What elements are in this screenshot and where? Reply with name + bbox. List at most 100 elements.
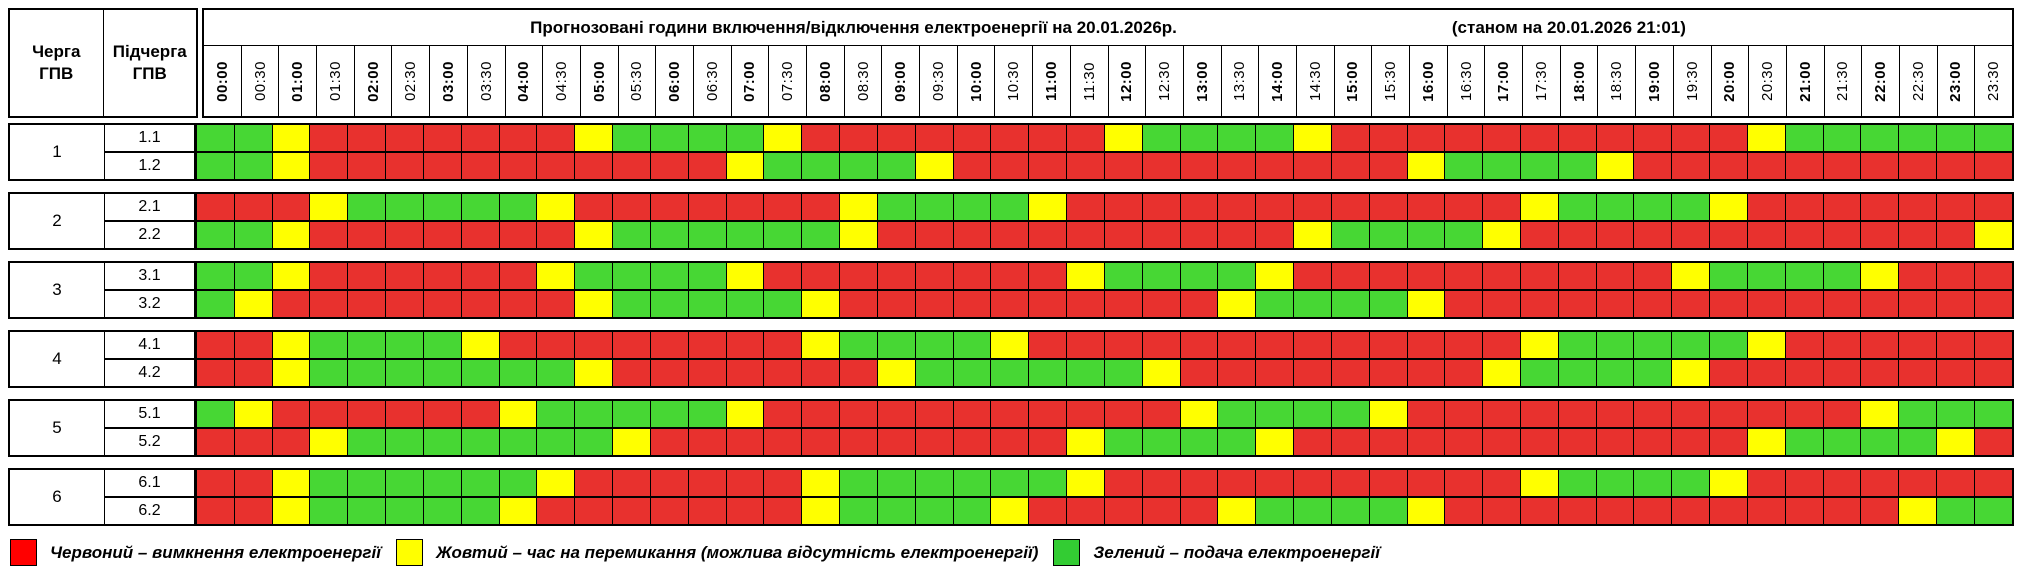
- slot-cell-on: [764, 291, 803, 317]
- slot-cell-on: [348, 332, 387, 358]
- slot-cell-off: [1483, 291, 1521, 317]
- slot-cell-on: [310, 498, 349, 524]
- slot-cell-off: [1974, 153, 2012, 179]
- slot-cell-off: [234, 194, 273, 220]
- time-label: 23:00: [1938, 46, 1976, 116]
- slot-cell-off: [1823, 222, 1862, 248]
- slot-cell-on: [1029, 470, 1068, 496]
- slot-cell-off: [1861, 194, 1900, 220]
- slot-cell-on: [877, 332, 916, 358]
- legend-item-red: Червоний – вимкнення електроенергії: [10, 539, 381, 566]
- time-label: 03:30: [468, 46, 506, 116]
- slot-cell-off: [650, 429, 689, 455]
- slot-cell-off: [1369, 332, 1408, 358]
- slot-cell-switching: [461, 332, 500, 358]
- slot-cell-switching: [764, 125, 803, 151]
- slot-cell-off: [1029, 291, 1068, 317]
- slot-cell-off: [499, 125, 538, 151]
- slot-cell-off: [1294, 194, 1332, 220]
- slot-cell-on: [1596, 194, 1635, 220]
- slot-cell-on: [1899, 429, 1938, 455]
- slot-cell-off: [1369, 263, 1408, 289]
- slot-cell-switching: [802, 291, 841, 317]
- slot-cell-off: [1861, 470, 1900, 496]
- slot-cell-off: [234, 470, 273, 496]
- slot-row-5.1: [197, 401, 2012, 429]
- slot-cell-on: [726, 222, 765, 248]
- slot-cell-off: [877, 401, 916, 427]
- time-label: 09:30: [920, 46, 958, 116]
- slot-cell-on: [310, 470, 349, 496]
- slot-cell-off: [613, 360, 651, 386]
- slot-cell-off: [1180, 153, 1219, 179]
- slot-cell-off: [1067, 291, 1105, 317]
- slot-cell-on: [575, 401, 614, 427]
- slot-cell-off: [1104, 222, 1143, 248]
- slot-cell-off: [1937, 263, 1975, 289]
- slot-cell-switching: [1407, 498, 1446, 524]
- slot-cell-off: [613, 470, 651, 496]
- queue-number: 5: [10, 401, 105, 455]
- queue-number: 6: [10, 470, 105, 524]
- slot-cell-off: [1899, 194, 1938, 220]
- slot-cell-off: [840, 429, 878, 455]
- slot-cell-off: [764, 194, 803, 220]
- green-swatch: [1053, 539, 1081, 566]
- slot-cell-off: [1331, 263, 1370, 289]
- slot-cell-on: [461, 429, 500, 455]
- slot-cell-off: [348, 263, 387, 289]
- slot-cell-off: [1067, 125, 1105, 151]
- slot-cell-off: [840, 263, 878, 289]
- slot-cell-off: [310, 291, 349, 317]
- slot-cell-off: [688, 332, 727, 358]
- slot-cell-off: [423, 125, 462, 151]
- slot-cell-off: [1067, 498, 1105, 524]
- time-label: 22:00: [1862, 46, 1900, 116]
- queue-column-header: Черга ГПВ: [10, 10, 104, 116]
- slot-cell-on: [197, 125, 235, 151]
- slot-cell-off: [688, 470, 727, 496]
- slot-cell-switching: [1747, 429, 1786, 455]
- time-label: 15:30: [1372, 46, 1410, 116]
- slot-cell-off: [1067, 194, 1105, 220]
- time-label: 11:00: [1033, 46, 1071, 116]
- slot-cell-off: [1861, 360, 1900, 386]
- slot-cell-off: [1785, 332, 1824, 358]
- slot-cell-off: [197, 498, 235, 524]
- slot-cell-on: [1596, 360, 1635, 386]
- time-label: 02:30: [392, 46, 431, 116]
- slot-cell-on: [726, 291, 765, 317]
- slot-cell-switching: [1256, 429, 1295, 455]
- slot-cell-on: [197, 291, 235, 317]
- slot-cell-off: [1029, 222, 1068, 248]
- slot-cell-on: [1407, 222, 1446, 248]
- time-label: 15:00: [1335, 46, 1373, 116]
- slot-cell-off: [1029, 153, 1068, 179]
- slot-cell-off: [1369, 153, 1408, 179]
- slot-cell-off: [423, 263, 462, 289]
- slot-cell-off: [877, 291, 916, 317]
- subqueue-label: 6.1: [105, 470, 194, 498]
- time-label: 19:30: [1674, 46, 1712, 116]
- slot-cell-switching: [234, 401, 273, 427]
- slot-cell-off: [1937, 332, 1975, 358]
- slot-cell-on: [1823, 125, 1862, 151]
- slot-cell-switching: [537, 263, 576, 289]
- slot-cell-on: [1672, 470, 1711, 496]
- slot-cell-on: [613, 291, 651, 317]
- slot-cell-on: [1672, 332, 1711, 358]
- slot-cell-off: [915, 222, 954, 248]
- time-label: 17:00: [1485, 46, 1524, 116]
- slot-cell-on: [915, 194, 954, 220]
- queue-group-2: 2 2.1 2.2: [8, 192, 2014, 250]
- slot-cell-off: [423, 222, 462, 248]
- slot-cell-off: [1899, 222, 1938, 248]
- time-label: 10:00: [958, 46, 996, 116]
- queue-group-4: 4 4.1 4.2: [8, 330, 2014, 388]
- slot-cell-off: [1861, 153, 1900, 179]
- slot-cell-off: [1558, 429, 1597, 455]
- slot-cell-on: [1558, 470, 1597, 496]
- slot-cell-switching: [1369, 401, 1408, 427]
- slot-cell-off: [1067, 153, 1105, 179]
